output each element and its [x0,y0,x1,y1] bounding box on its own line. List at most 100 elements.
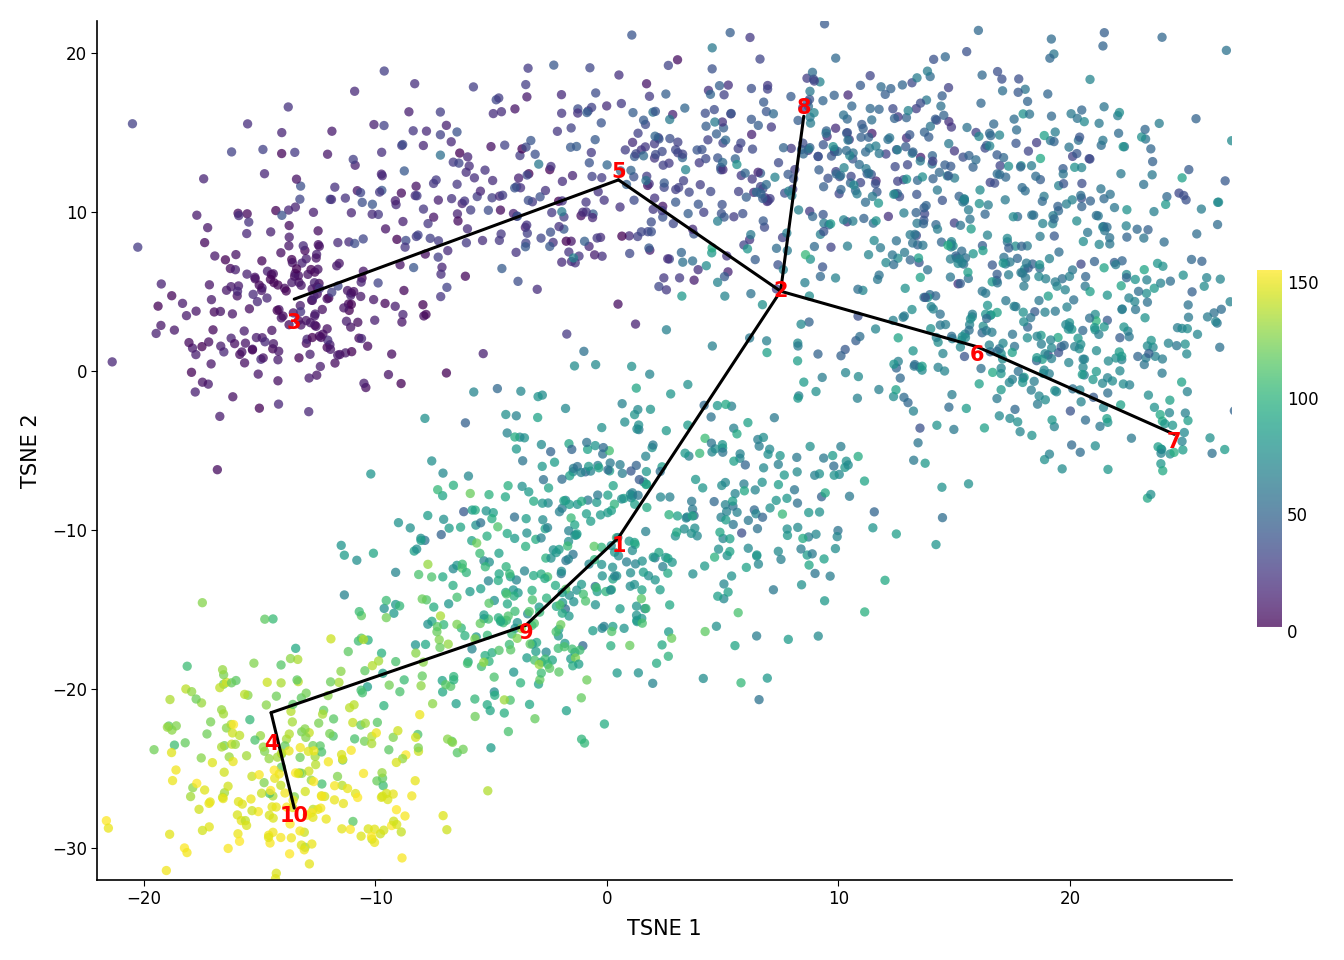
Point [390,376,411,392]
Point [1113,320,1134,335]
Point [1137,295,1159,310]
Point [460,584,481,599]
Point [695,151,716,166]
Point [430,289,452,304]
Point [719,25,741,40]
Point [507,208,528,224]
Point [749,439,770,454]
Point [481,511,503,526]
Point [700,409,722,424]
Point [292,255,313,271]
Point [446,206,468,222]
Point [1141,333,1163,348]
Point [407,744,429,759]
Point [925,111,946,127]
Point [216,720,238,735]
Point [746,547,767,563]
Point [758,193,780,208]
Point [755,177,777,192]
Point [921,321,942,336]
Point [719,544,741,560]
Point [992,255,1013,271]
Point [251,253,273,269]
Point [431,259,453,275]
Point [714,209,735,225]
Point [333,547,355,563]
Point [333,300,355,316]
Point [659,156,680,171]
Point [1177,298,1199,313]
Point [714,87,735,103]
Point [734,483,755,498]
Point [974,306,996,322]
Point [305,319,327,334]
Point [637,224,659,239]
Point [1176,192,1198,207]
Point [540,225,562,240]
Point [417,216,438,231]
Point [581,145,602,160]
Point [753,213,774,228]
Point [1073,351,1094,367]
Point [349,185,371,201]
Point [394,163,415,179]
Point [417,557,438,572]
Point [864,322,886,337]
Point [1113,139,1134,155]
Point [978,337,1000,352]
Point [394,808,415,824]
Point [941,119,962,134]
Point [435,366,457,381]
Point [836,453,857,468]
Point [868,268,890,283]
Point [290,179,312,194]
Point [270,658,292,673]
Point [804,73,825,88]
Point [312,326,333,342]
Point [747,432,769,447]
Point [840,169,862,184]
Point [571,577,593,592]
Point [566,139,587,155]
Point [582,210,603,226]
Point [797,547,818,563]
Point [761,119,782,134]
Point [1044,125,1066,140]
Point [156,863,177,878]
Point [1060,438,1082,453]
Point [198,334,219,349]
Point [250,351,271,367]
Point [173,840,195,855]
Point [937,168,958,183]
Point [1074,114,1095,130]
Point [274,280,296,296]
Point [641,214,663,229]
Point [675,101,696,116]
Point [546,624,567,639]
Point [1154,197,1176,212]
Point [938,168,960,183]
Point [644,129,665,144]
Point [353,663,375,679]
Point [692,671,714,686]
Point [301,773,323,788]
Point [996,230,1017,246]
Point [931,234,953,250]
Point [805,384,827,399]
Point [1207,217,1228,232]
Point [352,766,374,781]
Point [1071,160,1093,176]
Point [458,468,480,484]
Point [1191,202,1212,217]
Point [321,284,343,300]
Point [386,817,407,832]
Point [708,78,730,93]
Point [581,100,602,115]
Point [825,540,847,556]
Point [340,297,362,312]
Point [661,631,683,646]
Point [711,205,732,221]
Point [836,111,857,127]
Point [1038,348,1059,363]
Point [626,228,648,244]
